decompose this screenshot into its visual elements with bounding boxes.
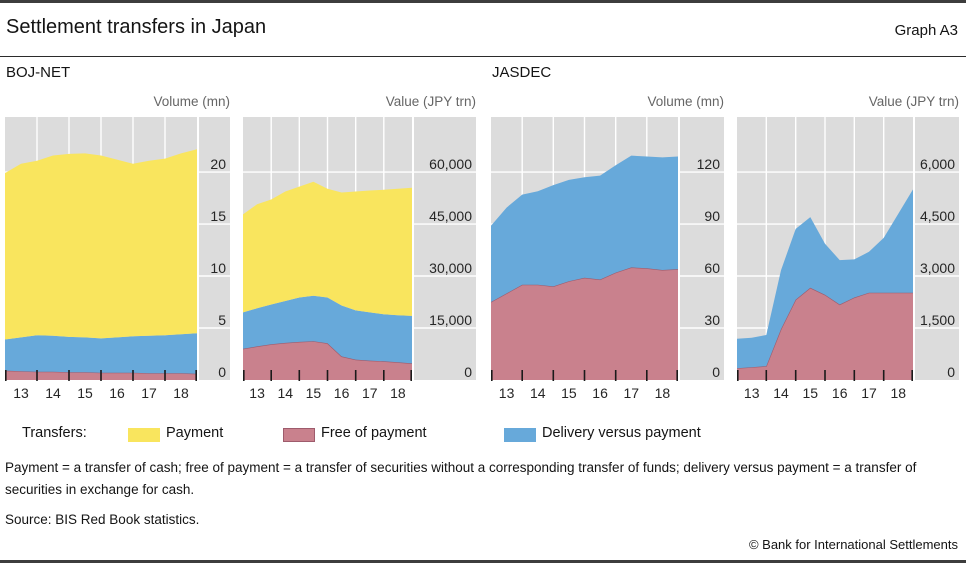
x-tick-label: 15 xyxy=(306,385,322,401)
x-tick-label: 17 xyxy=(861,385,877,401)
y-tick-label: 10 xyxy=(210,260,226,276)
x-tick-label: 16 xyxy=(832,385,848,401)
chart-boj-net-value: Value (JPY trn) 0 15,000 30,000 45,000 60,00… xyxy=(243,91,476,405)
area-delivery-versus-payment xyxy=(491,155,678,302)
chart-canvas: 0 5 10 15 20 13 14 15 16 17 18 xyxy=(5,117,230,401)
legend: Transfers: Payment Free of payment Deliv… xyxy=(0,423,966,447)
x-tick-label: 18 xyxy=(891,385,907,401)
x-tick-label: 13 xyxy=(249,385,265,401)
x-tick-label: 16 xyxy=(109,385,125,401)
delivery-versus-payment-swatch-icon xyxy=(504,428,536,442)
x-tick-label: 14 xyxy=(773,385,789,401)
y-tick-label: 0 xyxy=(464,364,472,380)
footnote-text: Payment = a transfer of cash; free of pa… xyxy=(5,460,917,497)
y-tick-label: 15,000 xyxy=(429,312,472,328)
x-tick-label: 14 xyxy=(45,385,61,401)
panel-header-jasdec: JASDEC xyxy=(492,64,552,81)
area-free-of-payment xyxy=(737,287,913,380)
x-tick-label: 14 xyxy=(530,385,546,401)
axis-unit-label: Volume (mn) xyxy=(153,94,230,109)
y-tick-label: 0 xyxy=(218,364,226,380)
area-delivery-versus-payment xyxy=(5,333,197,374)
x-tick-label: 18 xyxy=(173,385,189,401)
y-tick-label: 15 xyxy=(210,208,226,224)
legend-label-payment: Payment xyxy=(166,425,224,441)
y-tick-label: 3,000 xyxy=(920,260,955,276)
x-tick-label: 15 xyxy=(77,385,93,401)
x-tick-label: 13 xyxy=(13,385,29,401)
graph-number-label: Graph A3 xyxy=(894,22,958,39)
x-tick-label: 17 xyxy=(624,385,640,401)
x-tick-label: 16 xyxy=(334,385,350,401)
axis-unit-label: Value (JPY trn) xyxy=(868,94,959,109)
axis-unit-label: Volume (mn) xyxy=(647,94,724,109)
x-tick-label: 17 xyxy=(362,385,378,401)
bottom-border-rule xyxy=(0,560,966,563)
panel-header-boj-net: BOJ-NET xyxy=(6,64,71,81)
payment-swatch-icon xyxy=(128,428,160,442)
x-tick-label: 13 xyxy=(499,385,515,401)
free-of-payment-swatch-icon xyxy=(283,428,315,442)
y-tick-label: 90 xyxy=(704,208,720,224)
legend-label-delivery-versus-payment: Delivery versus payment xyxy=(542,425,701,441)
x-tick-label: 15 xyxy=(561,385,577,401)
x-tick-label: 18 xyxy=(390,385,406,401)
y-tick-label: 120 xyxy=(697,156,721,172)
area-payment xyxy=(5,149,197,340)
area-free-of-payment xyxy=(491,267,678,380)
area-delivery-versus-payment xyxy=(243,295,412,364)
y-tick-label: 30 xyxy=(704,312,720,328)
ytick-strip xyxy=(915,117,959,380)
page-title: Settlement transfers in Japan xyxy=(6,16,267,38)
area-free-of-payment xyxy=(243,341,412,380)
chart-jasdec-value: Value (JPY trn) 0 1,500 3,000 4,500 6,000 13 1… xyxy=(737,91,959,405)
chart-boj-net-volume: Volume (mn) 0 5 10 15 20 13 14 15 16 17 18 xyxy=(5,91,230,405)
axis-unit-label: Value (JPY trn) xyxy=(385,94,476,109)
y-tick-label: 60,000 xyxy=(429,156,472,172)
chart-canvas: 0 1,500 3,000 4,500 6,000 13 14 15 16 17 18 xyxy=(737,117,959,401)
y-tick-label: 0 xyxy=(712,364,720,380)
copyright-note: © Bank for International Settlements xyxy=(748,537,958,552)
legend-title: Transfers: xyxy=(22,425,87,441)
top-border-rule xyxy=(0,0,966,3)
ytick-strip xyxy=(680,117,724,380)
y-tick-label: 30,000 xyxy=(429,260,472,276)
ytick-strip xyxy=(199,117,230,380)
x-tick-label: 17 xyxy=(141,385,157,401)
x-tick-label: 18 xyxy=(655,385,671,401)
x-tick-label: 13 xyxy=(744,385,760,401)
chart-canvas: 0 15,000 30,000 45,000 60,000 13 14 15 16 17 18 xyxy=(243,117,476,401)
y-tick-label: 6,000 xyxy=(920,156,955,172)
title-divider-rule xyxy=(0,56,966,57)
area-payment xyxy=(243,181,412,316)
y-tick-label: 45,000 xyxy=(429,208,472,224)
y-tick-label: 4,500 xyxy=(920,208,955,224)
ytick-strip xyxy=(414,117,476,380)
y-tick-label: 1,500 xyxy=(920,312,955,328)
y-tick-label: 20 xyxy=(210,156,226,172)
chart-jasdec-volume: Volume (mn) 0 30 60 90 120 13 14 15 16 17 18 xyxy=(491,91,724,405)
x-tick-label: 15 xyxy=(803,385,819,401)
legend-label-free-of-payment: Free of payment xyxy=(321,425,427,441)
chart-canvas: 0 30 60 90 120 13 14 15 16 17 18 xyxy=(491,117,724,401)
y-tick-label: 60 xyxy=(704,260,720,276)
source-note: Source: BIS Red Book statistics. xyxy=(5,512,200,527)
x-tick-label: 14 xyxy=(278,385,294,401)
x-tick-label: 16 xyxy=(592,385,608,401)
y-tick-label: 0 xyxy=(947,364,955,380)
y-tick-label: 5 xyxy=(218,312,226,328)
area-delivery-versus-payment xyxy=(737,189,913,369)
